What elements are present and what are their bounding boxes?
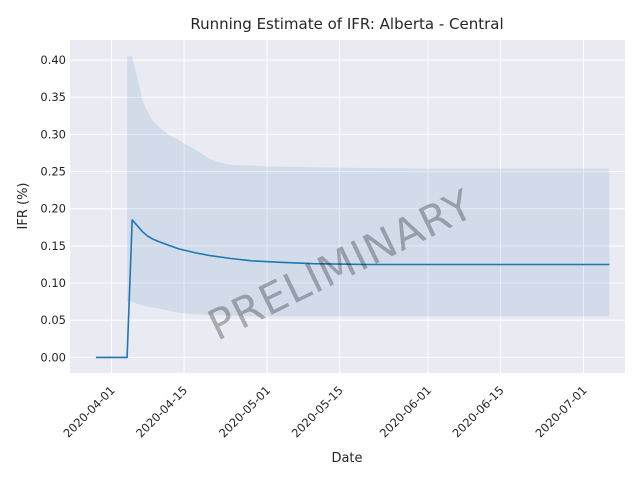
y-tick-label: 0.15 [40, 239, 66, 253]
y-axis-label: IFR (%) [16, 183, 31, 230]
x-axis-label: Date [331, 451, 362, 466]
y-tick-label: 0.25 [40, 165, 66, 179]
y-tick-label: 0.30 [40, 127, 66, 141]
confidence-band-area [127, 56, 610, 317]
confidence-band [127, 56, 610, 317]
y-tick-label: 0.40 [40, 53, 66, 67]
gridlines [70, 40, 625, 373]
y-axis-ticks: 0.00 0.05 0.10 0.15 0.20 0.25 0.30 0.35 0.40 [40, 53, 66, 364]
chart-title: Running Estimate of IFR: Alberta - Centr… [190, 15, 503, 33]
y-tick-label: 0.20 [40, 202, 66, 216]
ifr-estimate-series-line [95, 219, 610, 359]
y-tick-label: 0.05 [40, 313, 66, 327]
estimate-line [95, 219, 610, 359]
y-tick-label: 0.00 [40, 350, 66, 364]
plot-area [70, 40, 625, 373]
y-tick-label: 0.35 [40, 90, 66, 104]
y-tick-label: 0.10 [40, 276, 66, 290]
